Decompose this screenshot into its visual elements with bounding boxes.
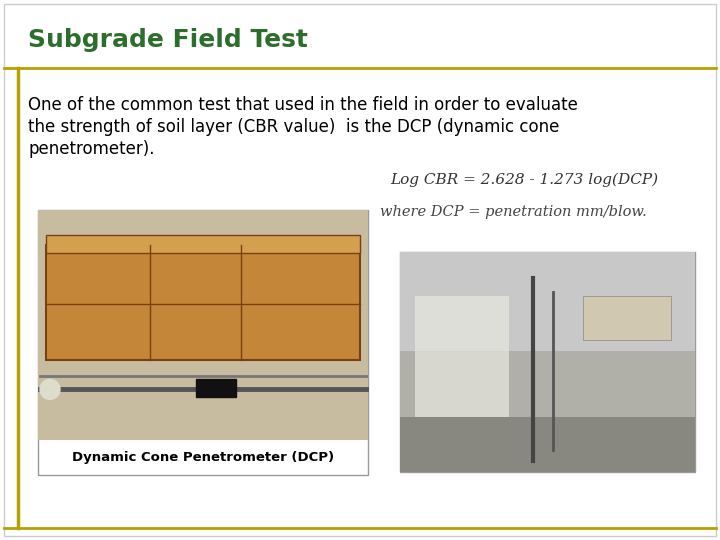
Text: Subgrade Field Test: Subgrade Field Test — [28, 28, 308, 52]
Text: the strength of soil layer (CBR value)  is the DCP (dynamic cone: the strength of soil layer (CBR value) i… — [28, 118, 559, 136]
Bar — [46, 245, 360, 360]
Bar — [38, 210, 368, 475]
Bar — [38, 210, 368, 440]
Text: One of the common test that used in the field in order to evaluate: One of the common test that used in the … — [28, 96, 578, 114]
Text: where DCP = penetration mm/blow.: where DCP = penetration mm/blow. — [380, 205, 647, 219]
Text: Log CBR = 2.628 - 1.273 log(DCP): Log CBR = 2.628 - 1.273 log(DCP) — [390, 173, 658, 187]
Bar — [583, 296, 671, 340]
Bar — [400, 252, 695, 351]
Bar — [400, 351, 695, 417]
Text: Dynamic Cone Penetrometer (DCP): Dynamic Cone Penetrometer (DCP) — [72, 451, 334, 464]
Bar — [400, 417, 695, 472]
Bar — [415, 296, 509, 417]
Bar — [400, 252, 695, 472]
Bar — [46, 234, 360, 253]
Bar — [197, 380, 236, 397]
Text: penetrometer).: penetrometer). — [28, 140, 155, 158]
Circle shape — [40, 380, 60, 400]
